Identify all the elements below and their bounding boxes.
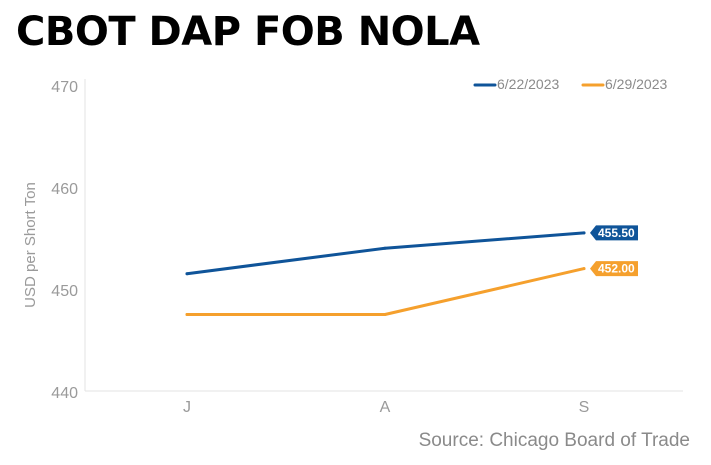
end-value-tag — [590, 225, 638, 241]
x-tick-label: S — [579, 399, 590, 416]
x-tick-label: J — [183, 399, 191, 416]
end-value-label: 452.00 — [590, 261, 638, 277]
source-note: Source: Chicago Board of Trade — [418, 430, 690, 451]
series-line-2 — [185, 267, 586, 316]
data-point — [383, 246, 387, 250]
end-value-label: 455.50 — [590, 225, 638, 241]
legend-entry: 6/22/2023 — [473, 76, 559, 92]
data-point — [383, 313, 387, 316]
y-axis-label: USD per Short Ton — [22, 182, 39, 308]
legend-label: 6/29/2023 — [605, 76, 667, 92]
series-line-1 — [185, 231, 586, 276]
y-tick-label: 470 — [51, 79, 78, 96]
y-tick-label: 450 — [51, 283, 78, 300]
data-point — [185, 313, 189, 316]
data-point — [582, 267, 586, 271]
legend-label: 6/22/2023 — [497, 76, 559, 92]
y-tick-label: 440 — [51, 385, 78, 402]
x-tick-label: A — [380, 399, 391, 416]
end-value-tag — [590, 261, 638, 277]
data-point — [582, 231, 586, 235]
data-point — [185, 272, 189, 276]
chart-title: CBOT DAP FOB NOLA — [16, 9, 480, 55]
legend-entry: 6/29/2023 — [581, 76, 667, 92]
end-value-text: 455.50 — [598, 226, 635, 240]
end-value-text: 452.00 — [598, 262, 635, 276]
y-tick-label: 460 — [51, 181, 78, 198]
